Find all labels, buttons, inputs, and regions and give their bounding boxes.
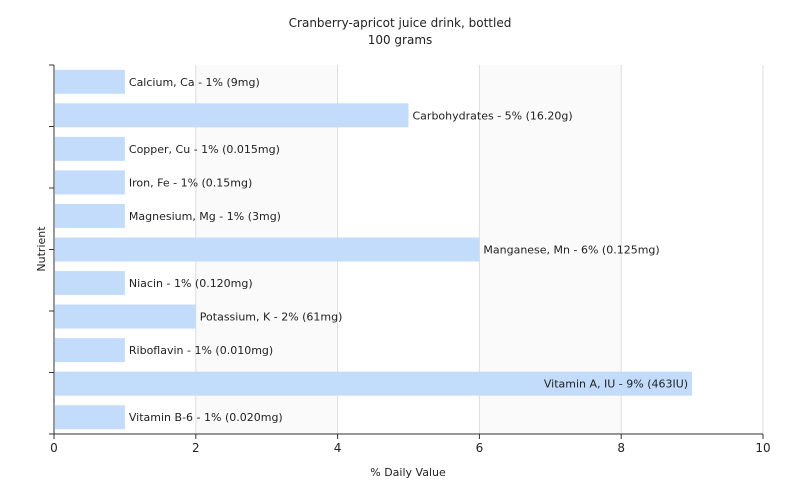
bars bbox=[55, 69, 693, 430]
axes bbox=[49, 64, 763, 435]
bar bbox=[55, 103, 409, 128]
bar-label: Vitamin A, IU - 9% (463IU) bbox=[544, 378, 688, 391]
bar-label: Vitamin B-6 - 1% (0.020mg) bbox=[129, 411, 283, 424]
chart-subtitle: 100 grams bbox=[368, 33, 433, 47]
bar-label: Niacin - 1% (0.120mg) bbox=[129, 277, 253, 290]
bar-label: Iron, Fe - 1% (0.15mg) bbox=[129, 176, 252, 189]
bar bbox=[55, 69, 125, 94]
bar bbox=[55, 405, 125, 430]
x-axis-label: % Daily Value bbox=[370, 466, 446, 479]
bar bbox=[55, 338, 125, 363]
bar-label: Manganese, Mn - 6% (0.125mg) bbox=[483, 244, 659, 257]
bar bbox=[55, 371, 693, 396]
x-tick-label: 2 bbox=[192, 441, 200, 455]
bar-label: Magnesium, Mg - 1% (3mg) bbox=[129, 210, 281, 223]
bar-label: Riboflavin - 1% (0.010mg) bbox=[129, 344, 273, 357]
bar bbox=[55, 136, 125, 161]
bar-label: Calcium, Ca - 1% (9mg) bbox=[129, 76, 260, 89]
bar bbox=[55, 271, 125, 296]
bar bbox=[55, 203, 125, 228]
bar bbox=[55, 170, 125, 195]
bar-label: Potassium, K - 2% (61mg) bbox=[200, 311, 343, 324]
x-tick-label: 8 bbox=[617, 441, 625, 455]
x-tick-label: 0 bbox=[50, 441, 58, 455]
y-axis-label: Nutrient bbox=[35, 226, 48, 272]
bar bbox=[55, 237, 480, 262]
x-tick-label: 10 bbox=[755, 441, 770, 455]
x-tick-label: 6 bbox=[476, 441, 484, 455]
bar-label: Carbohydrates - 5% (16.20g) bbox=[413, 109, 573, 122]
chart-title: Cranberry-apricot juice drink, bottled bbox=[289, 16, 512, 30]
bar-label: Copper, Cu - 1% (0.015mg) bbox=[129, 143, 280, 156]
x-tick-label: 4 bbox=[334, 441, 342, 455]
bar bbox=[55, 304, 196, 329]
x-axis-ticks: 0 2 4 6 8 10 bbox=[50, 434, 771, 455]
bar-labels: Calcium, Ca - 1% (9mg) Carbohydrates - 5%… bbox=[129, 76, 688, 424]
